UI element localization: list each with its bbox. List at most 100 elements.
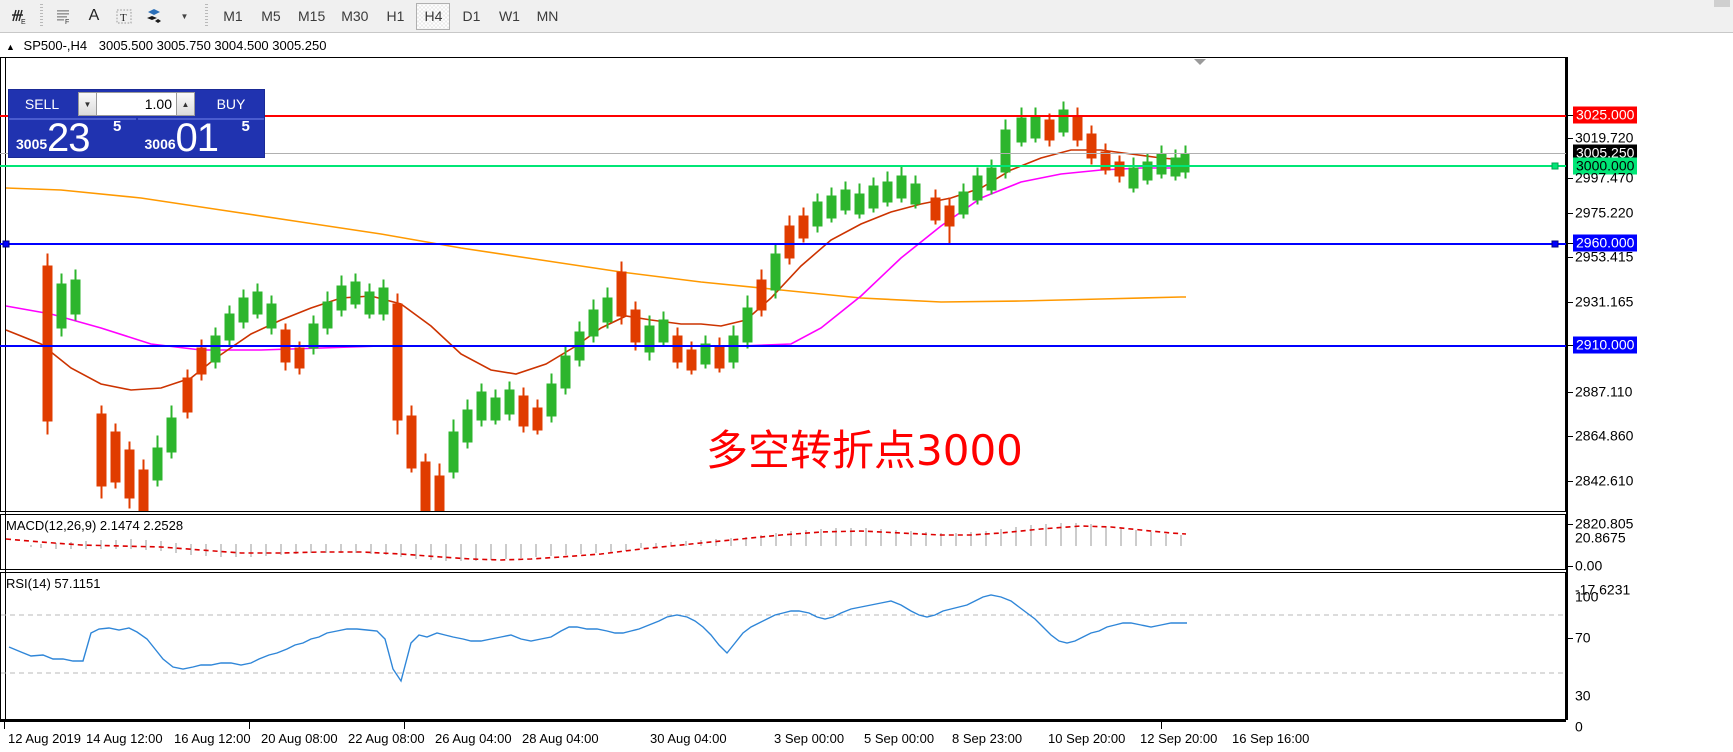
objects-dropdown-caret[interactable]: ▼ [180,11,189,21]
price-label-3025[interactable]: 3025.000 [1573,106,1638,124]
sell-price-main: 23 [47,116,90,160]
text-tool-icon[interactable]: A [88,7,100,24]
rsi-pane[interactable]: RSI(14) 57.1151 [0,572,1566,720]
volume-increase-icon[interactable]: ▲ [176,92,195,116]
price-label-2960[interactable]: 2960.000 [1573,234,1638,252]
sell-price-display[interactable]: 3005 23 5 [9,116,136,160]
price-tick-2887: 2887.110 [1575,383,1633,400]
time-label-1: 14 Aug 12:00 [86,731,163,746]
svg-text:F: F [65,19,69,26]
octp-prices: 3005 23 5 3006 01 5 [9,116,264,160]
main-toolbar: E F A T ▼ M1 M5 M15 M30 H1 H4 D1 W1 MN [0,0,1733,33]
collapse-icon[interactable]: ▲ [6,42,15,52]
rsi-tick-70: 70 [1575,629,1591,646]
buy-price-whole: 3006 [144,136,176,152]
timeframe-w1[interactable]: W1 [498,8,520,24]
time-label-0: 12 Aug 2019 [8,731,82,746]
time-label-6: 28 Aug 04:00 [522,731,599,746]
macd-pane[interactable]: MACD(12,26,9) 2.1474 2.2528 [0,514,1566,570]
text-label-icon[interactable]: T [109,2,139,30]
macd-tick-zero: 0.00 [1575,557,1603,574]
macd-tick-high: 20.8675 [1575,529,1626,546]
timeframe-m5[interactable]: M5 [261,8,281,24]
chart-annotation[interactable]: 多空转折点3000 [706,426,1023,475]
toolbar-divider-2 [205,4,208,28]
chart-collapse-arrow-icon[interactable] [1194,59,1206,65]
level-line-2960[interactable] [0,243,1566,245]
price-tick-2842: 2842.610 [1575,472,1634,489]
price-tick-2864: 2864.860 [1575,427,1634,444]
timeframe-mn[interactable]: MN [536,8,559,24]
volume-decrease-icon[interactable]: ▼ [78,92,97,116]
price-tick-3019: 3019.720 [1575,129,1634,146]
chart-area[interactable]: ▲ SP500-,H4 3005.500 3005.750 3004.500 3… [0,33,1733,752]
level-marker-2960[interactable] [1551,240,1559,248]
svg-text:T: T [120,12,127,24]
time-axis-line [0,720,1566,722]
price-tick-2997: 2997.470 [1575,169,1634,186]
macd-plot [5,523,1187,561]
price-tick-2931: 2931.165 [1575,293,1634,310]
price-label-2910[interactable]: 2910.000 [1573,336,1638,354]
toolbar-divider [40,4,43,28]
indicator-list-icon[interactable]: F [49,2,79,30]
one-click-trading-panel[interactable]: SELL ▼ 1.00 ▲ BUY 3005 23 5 3006 01 5 [8,89,265,160]
price-label-3000[interactable]: 3000.000 [1573,157,1638,175]
timeframe-m1[interactable]: M1 [223,8,243,24]
rsi-tick-30: 30 [1575,687,1591,704]
timeframe-h1[interactable]: H1 [386,8,405,24]
rsi-label: RSI(14) 57.1151 [6,576,101,591]
timeframe-m15[interactable]: M15 [298,8,326,24]
buy-price-divider [137,118,264,120]
volume-stepper[interactable]: ▼ 1.00 ▲ [78,92,195,116]
chart-left-gutter [0,57,6,720]
price-axis[interactable]: 3025.000 3019.720 3005.250 3000.000 2997… [1566,57,1733,734]
level-line-3005 [0,153,1566,154]
level-marker-2960-left[interactable] [2,240,10,248]
symbol-label: SP500-,H4 [23,38,88,53]
volume-input[interactable]: 1.00 [97,92,176,116]
octp-header: SELL ▼ 1.00 ▲ BUY [9,90,264,118]
time-label-11: 10 Sep 20:00 [1048,731,1126,746]
price-tick-2975: 2975.220 [1575,204,1634,221]
sell-price-divider [9,118,136,120]
level-marker-3000[interactable] [1551,162,1559,170]
timeframe-h4[interactable]: H4 [416,2,451,30]
price-tick-2953: 2953.415 [1575,248,1634,265]
toolbar-overflow-nub[interactable] [1714,0,1730,7]
price-axis-line [1566,57,1568,720]
rsi-tick-100: 100 [1575,588,1599,605]
macd-label: MACD(12,26,9) 2.1474 2.2528 [6,518,184,533]
time-label-5: 26 Aug 04:00 [435,731,512,746]
buy-price-display[interactable]: 3006 01 5 [135,116,264,160]
rsi-tick-0: 0 [1575,718,1583,735]
objects-icon[interactable] [139,2,169,30]
sell-button[interactable]: SELL [24,96,60,112]
timeframe-m30[interactable]: M30 [341,8,369,24]
level-line-3025[interactable] [0,115,1566,117]
buy-price-fraction: 5 [241,118,250,135]
level-line-2910[interactable] [0,345,1566,347]
time-label-2: 16 Aug 12:00 [174,731,251,746]
chart-title-bar: ▲ SP500-,H4 3005.500 3005.750 3004.500 3… [0,38,327,54]
buy-button[interactable]: BUY [216,96,246,112]
time-axis[interactable]: 12 Aug 2019 14 Aug 12:00 16 Aug 12:00 20… [0,720,1566,752]
sell-price-fraction: 5 [113,118,122,135]
price-label-3005: 3005.250 [1573,144,1638,162]
ohlc-values: 3005.500 3005.750 3004.500 3005.250 [98,38,327,53]
svg-text:E: E [21,19,26,26]
price-tick-2820: 2820.805 [1575,515,1634,532]
sell-price-whole: 3005 [16,136,48,152]
timeframe-d1[interactable]: D1 [462,8,481,24]
time-label-10: 8 Sep 23:00 [952,731,1023,746]
time-label-13: 16 Sep 16:00 [1232,731,1310,746]
rsi-plot [1,594,1565,683]
time-label-7: 30 Aug 04:00 [650,731,727,746]
new-chart-icon[interactable]: E [4,2,34,30]
time-label-8: 3 Sep 00:00 [774,731,845,746]
level-line-3000[interactable] [0,165,1566,167]
macd-tick-low: -17.6231 [1575,581,1631,598]
time-label-9: 5 Sep 00:00 [864,731,935,746]
buy-price-main: 01 [175,116,219,160]
time-label-3: 20 Aug 08:00 [261,731,338,746]
